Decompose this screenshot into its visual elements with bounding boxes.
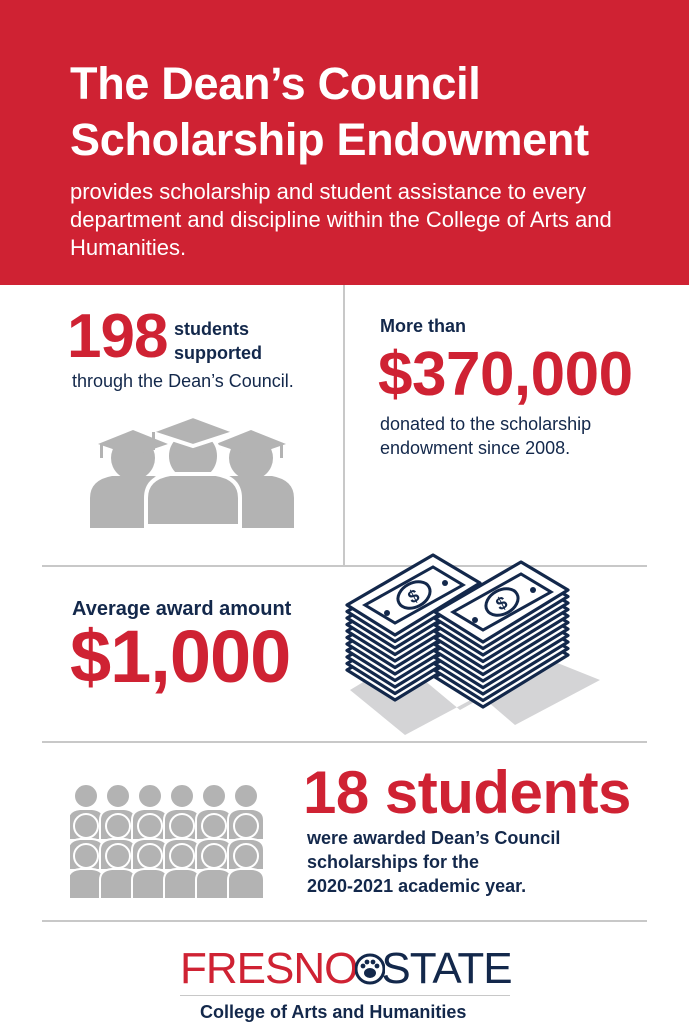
- person: [195, 843, 233, 898]
- awarded-caption: were awarded Dean’s Council scholarships…: [307, 826, 560, 898]
- title-line: Scholarship Endowment: [70, 114, 589, 165]
- donated-caption: donated to the scholarship endowment sin…: [380, 412, 591, 460]
- title-line: The Dean’s Council: [70, 58, 481, 109]
- money-stacks-icon: $ $: [345, 553, 600, 735]
- caption-line: scholarships for the: [307, 852, 480, 872]
- people-crowd-icon: [70, 783, 265, 898]
- bill-face: $: [362, 565, 466, 625]
- students-supported-label: students supported: [174, 317, 262, 365]
- person: [227, 843, 265, 898]
- divider: [42, 565, 647, 567]
- logo-divider: [180, 995, 510, 996]
- average-award-label: Average award amount: [72, 598, 292, 620]
- person: [131, 843, 169, 898]
- caption-line: endowment since 2008.: [380, 438, 571, 458]
- students-supported-number: 198: [67, 302, 168, 371]
- page-title: The Dean’s Council Scholarship Endowment: [70, 56, 589, 168]
- divider: [42, 741, 647, 743]
- caption-line: were awarded Dean’s Council: [307, 828, 561, 848]
- fresno-state-logo: FRESNO STATE: [180, 944, 513, 993]
- graduates-icon: [90, 413, 294, 528]
- donated-amount: $370,000: [378, 340, 633, 409]
- label-line: students: [174, 319, 250, 339]
- header-banner: [0, 0, 689, 285]
- subtitle: provides scholarship and student assista…: [70, 179, 612, 260]
- paw-icon: [355, 953, 386, 985]
- donated-intro: More than: [380, 316, 467, 336]
- caption-line: donated to the scholarship: [380, 414, 592, 434]
- awarded-headline: 18 students: [303, 759, 631, 826]
- caption-line: 2020-2021 academic year.: [307, 876, 527, 896]
- logo-text-state: STATE: [381, 944, 512, 993]
- college-name: College of Arts and Humanities: [200, 1002, 467, 1022]
- label-line: supported: [174, 343, 262, 363]
- divider: [42, 920, 647, 922]
- students-supported-caption: through the Dean’s Council.: [72, 371, 294, 391]
- average-award-amount: $1,000: [70, 615, 291, 698]
- vertical-divider: [343, 285, 345, 566]
- logo-text-fresno: FRESNO: [180, 944, 358, 993]
- person: [70, 843, 105, 898]
